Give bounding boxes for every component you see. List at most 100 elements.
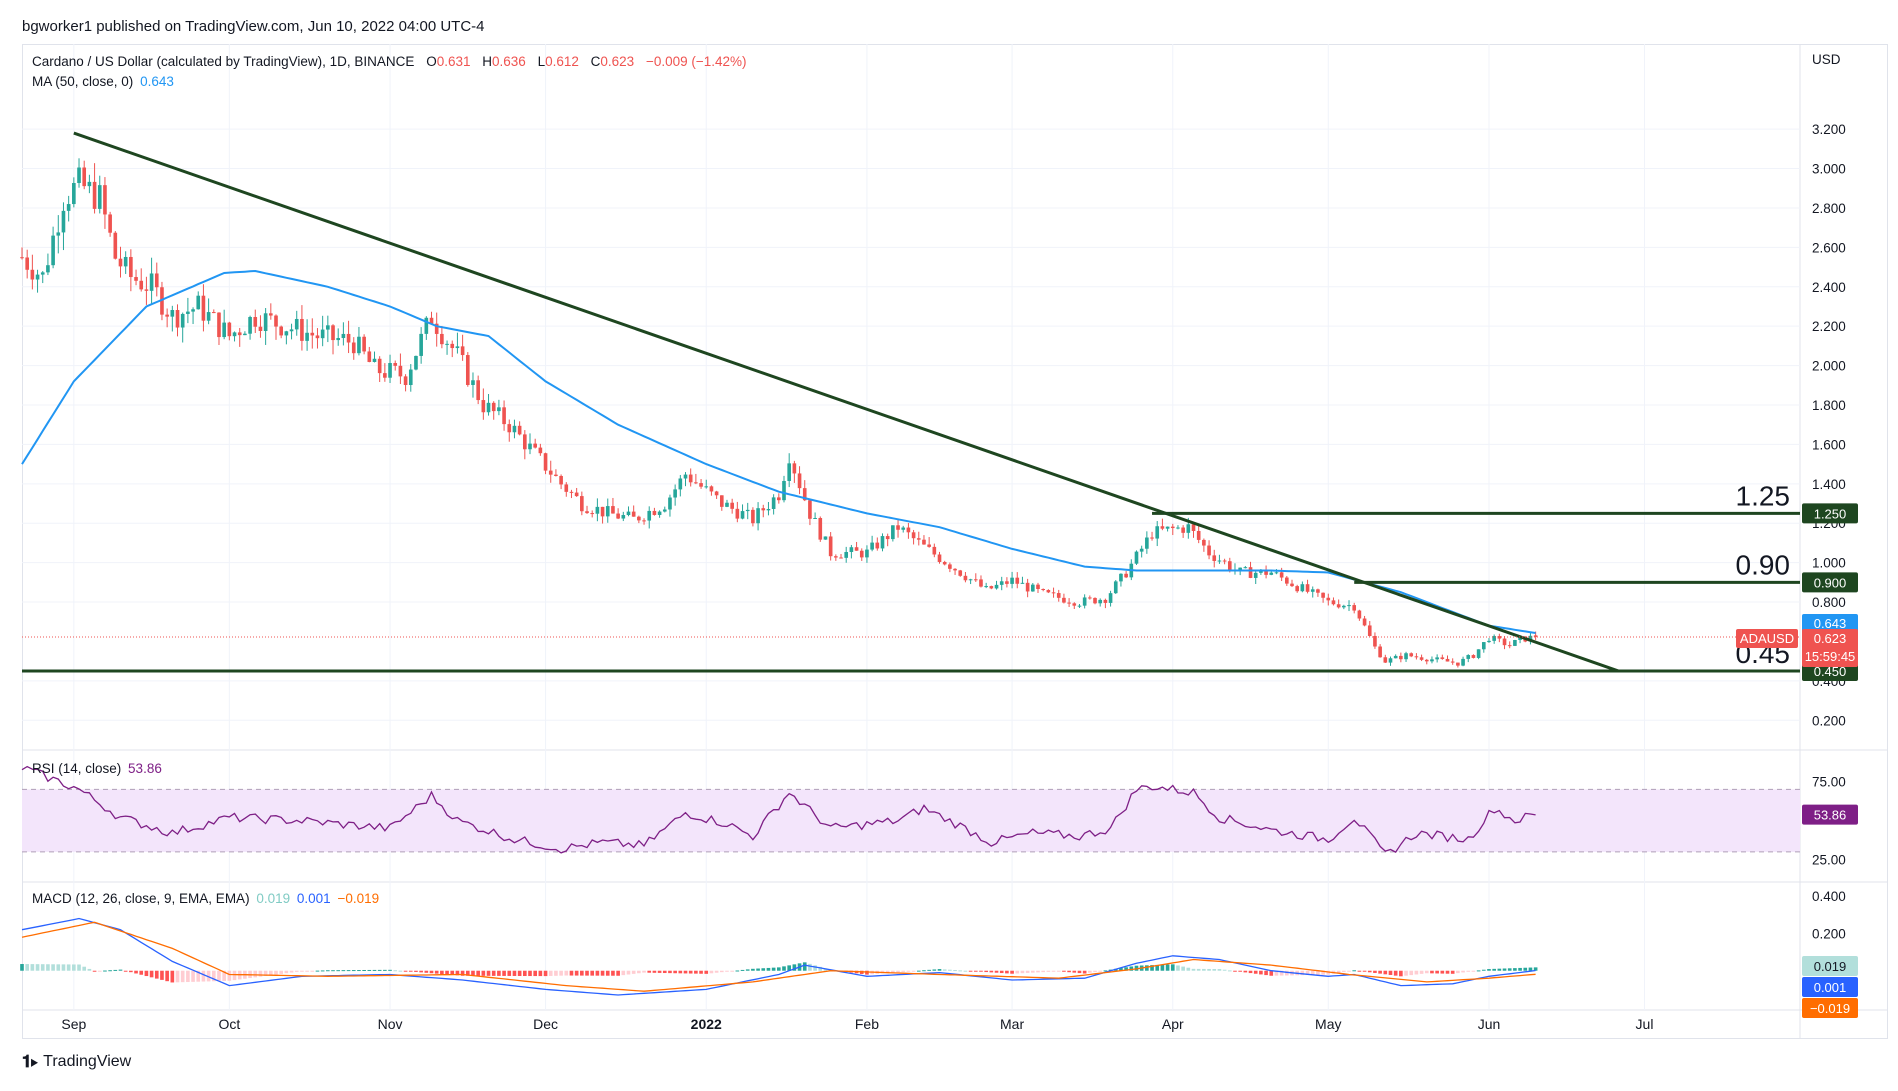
macd-histogram-bar: [1015, 970, 1020, 974]
macd-histogram-bar: [82, 966, 87, 971]
candle-body: [808, 500, 812, 519]
candle-body: [1253, 572, 1258, 578]
macd-histogram-bar: [20, 964, 24, 971]
macd-histogram-bar: [1093, 970, 1097, 972]
rsi-value: 53.86: [128, 761, 162, 776]
candle-body: [414, 355, 418, 370]
macd-histogram-bar: [885, 970, 890, 974]
macd-histogram-bar: [1010, 970, 1014, 974]
macd-histogram-bar: [906, 970, 911, 972]
macd-histogram-bar: [751, 968, 755, 971]
macd-histogram-bar: [973, 970, 978, 972]
candle-body: [854, 547, 859, 551]
macd-histogram-bar: [683, 970, 688, 974]
candle-body: [1186, 524, 1191, 533]
macd-line: [21, 917, 1536, 996]
macd-histogram-bar: [1367, 970, 1372, 973]
macd-histogram-bar: [383, 969, 387, 971]
macd-histogram-bar: [1502, 968, 1507, 971]
candle-body: [465, 355, 470, 385]
candle-body: [927, 544, 931, 547]
candle-body: [735, 508, 740, 519]
macd-histogram-bar: [465, 970, 470, 976]
macd-histogram-bar: [1414, 970, 1419, 975]
candle-body: [922, 539, 926, 545]
macd-histogram-bar: [989, 970, 994, 973]
candle-body: [818, 518, 823, 540]
macd-histogram-bar: [865, 970, 869, 975]
candle-body: [1088, 597, 1092, 599]
candle-body: [310, 332, 315, 336]
candle-body: [1404, 653, 1408, 660]
candle-body: [1310, 589, 1315, 592]
candle-body: [942, 561, 947, 565]
macd-histogram-bar: [1119, 968, 1123, 971]
macd-histogram-bar: [1352, 970, 1357, 972]
macd-histogram-bar: [362, 969, 366, 971]
macd-histogram-bar: [1103, 970, 1108, 972]
macd-histogram-bar: [134, 970, 138, 974]
macd-histogram-bar: [569, 970, 574, 976]
macd-histogram-bar: [326, 970, 330, 972]
candle-body: [1279, 572, 1284, 578]
candle-body: [1352, 605, 1357, 611]
macd-histogram-bar: [523, 970, 527, 977]
candle-body: [668, 497, 672, 510]
candle-body: [191, 309, 195, 312]
candle-body: [1399, 655, 1403, 660]
macd-histogram-bar: [891, 970, 895, 973]
price-tick-label: 1.600: [1812, 437, 1846, 452]
candle-body: [149, 273, 154, 291]
macd-histogram-bar: [1227, 970, 1232, 972]
candle-body: [787, 463, 791, 481]
macd-signal-value: −0.019: [337, 891, 380, 906]
macd-histogram-bar: [1388, 970, 1393, 975]
low-label: L: [537, 54, 546, 69]
level-axis-tag-label: 1.250: [1814, 506, 1847, 521]
candle-body: [20, 257, 24, 259]
macd-histogram-bar: [289, 970, 294, 973]
macd-histogram-bar: [808, 963, 812, 971]
tradingview-logo-icon: 𝟏▸: [22, 1052, 38, 1071]
candle-body: [1305, 584, 1310, 592]
macd-histogram-bar: [56, 964, 61, 971]
macd-histogram-bar: [932, 969, 937, 971]
macd-histogram-bar: [937, 969, 942, 971]
macd-histogram-bar: [186, 970, 190, 983]
candle-body: [331, 325, 335, 341]
macd-histogram-bar: [1440, 970, 1445, 974]
macd-histogram-bar: [305, 970, 309, 972]
macd-histogram-bar: [1378, 970, 1382, 974]
macd-histogram-bar: [429, 970, 434, 974]
candle-body: [1388, 658, 1393, 663]
candle-body: [849, 547, 854, 553]
candle-body: [1212, 555, 1217, 561]
candle-body: [372, 358, 377, 362]
candle-body: [1025, 582, 1030, 592]
candle-body: [486, 402, 491, 413]
candle-body: [616, 513, 620, 519]
macd-histogram-bar: [1020, 970, 1025, 974]
macd-histogram-bar: [92, 970, 97, 972]
macd-histogram-bar: [1430, 970, 1434, 974]
candle-body: [777, 497, 781, 501]
macd-histogram-bar: [1513, 968, 1517, 971]
candle-body: [263, 313, 268, 331]
macd-histogram-bar: [398, 970, 403, 972]
macd-histogram-bar: [1461, 970, 1465, 973]
macd-histogram-bar: [336, 970, 341, 972]
price-tick-label: 1.800: [1812, 398, 1846, 413]
candle-body: [885, 536, 890, 540]
macd-histogram-bar: [1191, 968, 1196, 971]
candle-body: [1342, 605, 1346, 608]
macd-histogram-bar: [802, 962, 807, 971]
candle-body: [590, 513, 595, 515]
macd-histogram-bar: [445, 970, 449, 975]
descending-trendline: [73, 131, 1620, 673]
macd-histogram-bar: [1393, 970, 1398, 976]
candle-body: [621, 515, 626, 519]
macd-histogram-bar: [165, 970, 169, 982]
macd-histogram-bar: [1300, 970, 1305, 976]
candle-body: [165, 314, 169, 317]
